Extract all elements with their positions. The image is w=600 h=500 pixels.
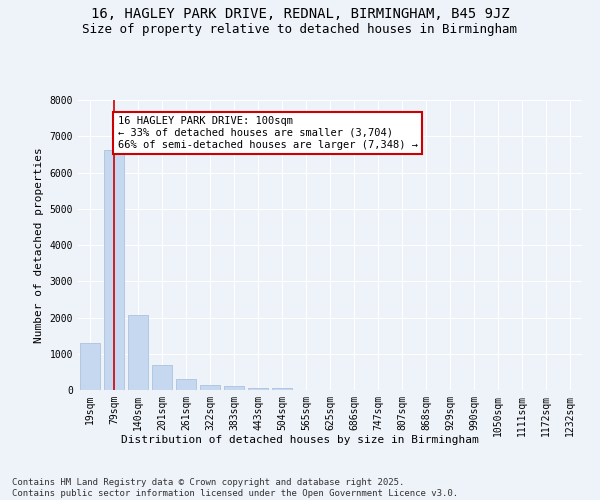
Text: Size of property relative to detached houses in Birmingham: Size of property relative to detached ho… [83,22,517,36]
Bar [152,366,172,390]
Bar [104,150,124,390]
Bar [80,343,100,390]
Text: 16 HAGLEY PARK DRIVE: 100sqm
← 33% of detached houses are smaller (3,704)
66% of: 16 HAGLEY PARK DRIVE: 100sqm ← 33% of de… [118,116,418,150]
Text: Contains HM Land Registry data © Crown copyright and database right 2025.
Contai: Contains HM Land Registry data © Crown c… [12,478,458,498]
Text: Distribution of detached houses by size in Birmingham: Distribution of detached houses by size … [121,435,479,445]
Text: 16, HAGLEY PARK DRIVE, REDNAL, BIRMINGHAM, B45 9JZ: 16, HAGLEY PARK DRIVE, REDNAL, BIRMINGHA… [91,8,509,22]
Bar [200,386,220,390]
Y-axis label: Number of detached properties: Number of detached properties [34,147,44,343]
Bar [176,379,196,390]
Bar [224,386,244,390]
Bar [248,388,268,390]
Bar [272,388,292,390]
Bar [128,314,148,390]
